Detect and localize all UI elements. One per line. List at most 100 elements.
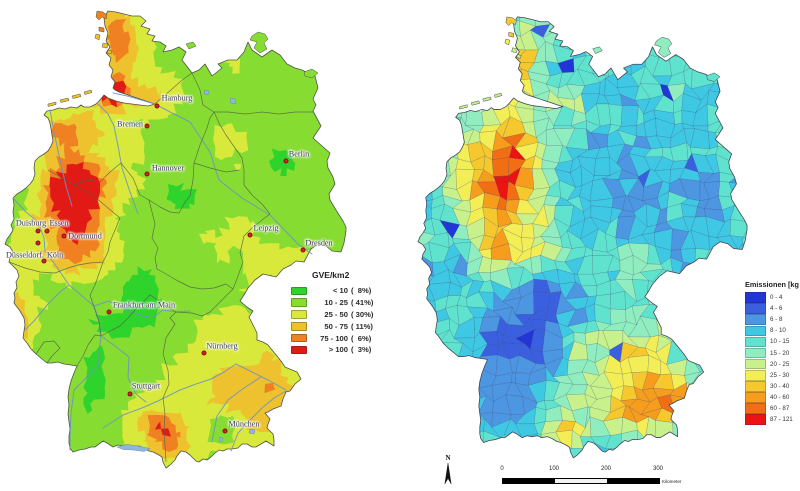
right-map-island (654, 36, 673, 58)
legend-row: 15 - 20 (745, 347, 800, 359)
city-marker (44, 228, 50, 234)
city-marker (201, 350, 207, 356)
scale-bar-tick: 200 (600, 466, 612, 472)
scale-bar-tick: 0 (500, 466, 504, 472)
left-map-island (94, 33, 101, 41)
city-marker (222, 428, 228, 434)
legend-swatch (291, 310, 307, 319)
left-map-lakes (116, 89, 256, 452)
legend-row: 87 - 121 (745, 414, 800, 425)
city-label: Essen (49, 218, 69, 228)
legend-row: 50 - 75( 11%) (291, 320, 386, 332)
legend-share: ( 41%) (351, 298, 374, 308)
city-marker (300, 247, 306, 253)
right-map-island (706, 72, 721, 82)
legend-share: ( 3%) (351, 345, 372, 355)
legend-row: 25 - 50( 30%) (291, 309, 386, 321)
left-map-island (83, 89, 93, 95)
left-map-island (106, 49, 113, 55)
legend-swatch (291, 322, 307, 331)
left-map-island (101, 42, 109, 49)
legend-row: 4 - 6 (745, 303, 800, 314)
legend-label: 8 - 10 (770, 327, 786, 335)
right-map-island (505, 16, 517, 26)
legend-label: 60 - 87 (770, 404, 790, 412)
legend-share: ( 6%) (351, 333, 372, 343)
legend-row: 0 - 4 (745, 292, 800, 303)
city-label: Stuttgart (131, 381, 161, 391)
left-legend: GVE/km2 < 10( 8%) 10 - 25( 41%) 25 - 50( 3… (291, 270, 386, 356)
left-map-districts (5, 11, 346, 468)
city-label: Dresden (305, 238, 333, 248)
city-label: München (228, 419, 260, 429)
legend-swatch (291, 298, 307, 307)
left-map-livestock (4, 10, 347, 469)
city-marker (35, 240, 41, 246)
legend-label: 30 - 40 (770, 382, 790, 390)
scale-bar-segment (555, 479, 607, 483)
legend-row: 40 - 60 (745, 392, 800, 403)
right-map-island (511, 47, 518, 53)
legend-swatch (291, 333, 307, 343)
scale-bar-tick: 300 (652, 466, 664, 472)
legend-label: 6 - 8 (770, 316, 783, 324)
scale-bar-tick: 100 (548, 466, 560, 472)
legend-row: 20 - 25 (745, 358, 800, 370)
legend-swatch (745, 336, 766, 348)
scale-bar-segment (503, 479, 555, 483)
legend-swatch (745, 392, 766, 403)
legend-label: 4 - 6 (770, 305, 783, 313)
city-label: Duisburg (15, 218, 47, 228)
left-legend-rows: < 10( 8%) 10 - 25( 41%) 25 - 50( 30%) 50 - … (291, 285, 386, 356)
legend-row: < 10( 8%) (291, 285, 386, 297)
city-marker (247, 232, 253, 238)
scale-bar-unit: Kilometer (662, 479, 682, 484)
legend-label: 25 - 30 (770, 371, 790, 379)
north-arrow: N (437, 454, 459, 486)
left-map-island (249, 31, 269, 54)
legend-swatch (291, 286, 307, 296)
legend-label: 25 - 50 (324, 309, 348, 319)
left-map-state-borders (8, 72, 313, 463)
legend-row: 30 - 40 (745, 381, 800, 392)
right-map-island (482, 96, 492, 102)
legend-swatch (745, 347, 766, 359)
left-map-island (303, 68, 319, 79)
left-map-island (47, 101, 57, 107)
city-marker (35, 228, 41, 234)
city-marker (144, 123, 150, 129)
right-map-island (516, 54, 522, 59)
north-arrow-icon (444, 462, 452, 485)
legend-swatch (745, 358, 766, 370)
legend-label: 20 - 25 (770, 360, 790, 368)
legend-swatch (745, 403, 766, 414)
north-arrow-label: N (445, 454, 451, 462)
city-marker (41, 258, 47, 264)
legend-share: ( 30%) (351, 309, 374, 319)
legend-label: > 100 (328, 345, 348, 355)
city-label: Hamburg (161, 93, 193, 103)
right-map-districts (418, 16, 748, 458)
city-marker (144, 171, 150, 177)
right-map-emissions (417, 16, 748, 459)
scale-bar: 0 100 200 300 Kilometer (494, 466, 704, 488)
legend-label: 10 - 25 (324, 298, 348, 308)
city-label: Leipzig (253, 223, 279, 233)
legend-swatch (745, 381, 766, 392)
legend-swatch (745, 369, 766, 381)
right-map-island (459, 104, 468, 110)
scale-bar-bar (502, 478, 660, 484)
city-label: Dortmund (68, 231, 102, 241)
left-map-outline (4, 10, 347, 469)
legend-swatch (745, 414, 766, 425)
city-label: Frankfurt am Main (112, 300, 176, 310)
legend-row: 60 - 87 (745, 403, 800, 414)
city-label: Düsseldorf. (6, 250, 44, 260)
legend-row: 6 - 8 (745, 314, 800, 326)
left-legend-title: GVE/km2 (312, 270, 350, 280)
left-map-island (59, 97, 70, 103)
legend-swatch (745, 314, 766, 326)
city-marker (106, 309, 112, 315)
